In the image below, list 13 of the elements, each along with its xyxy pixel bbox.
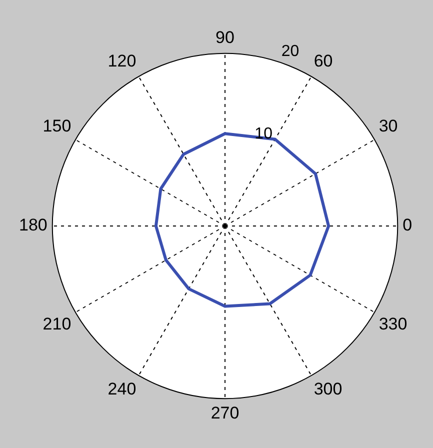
spoke-label: 60	[314, 52, 333, 71]
spoke-label: 180	[18, 216, 48, 235]
spoke-label: 330	[378, 314, 408, 334]
spoke-label: 300	[314, 380, 342, 399]
spoke-label: 30	[378, 116, 398, 136]
spoke-label: 150	[42, 116, 72, 136]
spoke-label: 240	[108, 380, 136, 399]
spoke-label: 210	[42, 314, 72, 334]
y-tick-label: 20	[281, 43, 300, 60]
spoke-label: 90	[216, 28, 234, 47]
spoke-label: 120	[108, 52, 136, 71]
spoke-label: 270	[210, 404, 240, 423]
spoke-label: 0	[402, 216, 412, 235]
